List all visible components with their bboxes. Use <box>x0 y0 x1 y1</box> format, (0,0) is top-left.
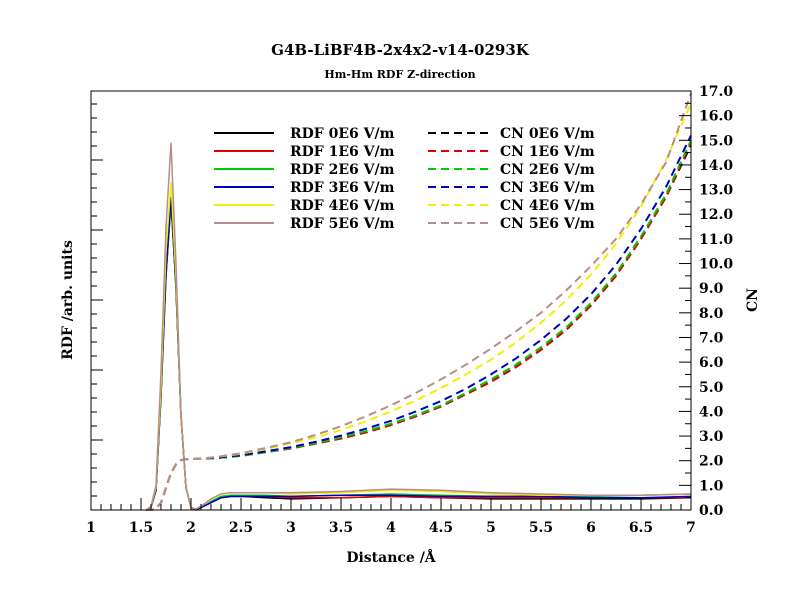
right-tick-label: 4.0 <box>699 404 724 420</box>
x-tick-label: 7 <box>686 520 696 536</box>
x-tick-label: 6 <box>586 520 596 536</box>
legend-label: CN 2E6 V/m <box>500 162 595 178</box>
legend-label: RDF 5E6 V/m <box>290 216 395 232</box>
plot-curves <box>145 93 692 511</box>
x-tick-label: 5 <box>486 520 496 536</box>
x-axis-label: Distance /Å <box>346 548 436 566</box>
right-tick-label: 1.0 <box>699 478 724 494</box>
rdf-series-line <box>145 199 692 511</box>
right-tick-label: 13.0 <box>699 183 733 199</box>
legend-label: RDF 3E6 V/m <box>290 180 395 196</box>
right-tick-label: 0.0 <box>699 503 724 519</box>
x-tick-label: 3.5 <box>329 520 353 536</box>
rdf-series-line <box>145 182 692 511</box>
right-tick-label: 6.0 <box>699 355 724 371</box>
x-tick-label: 6.5 <box>629 520 653 536</box>
left-axis-ticks <box>91 103 103 511</box>
chart-title: G4B-LiBF4B-2x4x2-v14-0293K <box>271 41 530 59</box>
x-tick-label: 2 <box>186 520 196 536</box>
legend-label: RDF 1E6 V/m <box>290 144 395 160</box>
right-tick-label: 16.0 <box>699 109 733 125</box>
right-tick-label: 15.0 <box>699 133 733 149</box>
x-tick-label: 5.5 <box>529 520 553 536</box>
cn-series-line <box>146 93 692 511</box>
legend-label: CN 3E6 V/m <box>500 180 595 196</box>
legend-label: CN 5E6 V/m <box>500 216 595 232</box>
legend-label: RDF 4E6 V/m <box>290 198 395 214</box>
chart-subtitle: Hm-Hm RDF Z-direction <box>324 68 475 81</box>
legend: RDF 0E6 V/m RDF 1E6 V/m RDF 2E6 V/m RDF 3E6… <box>214 126 595 232</box>
x-tick-label: 4 <box>386 520 396 536</box>
rdf-series-line <box>145 201 692 511</box>
right-tick-label: 12.0 <box>699 207 733 223</box>
x-tick-label: 3 <box>286 520 296 536</box>
rdf-series-line <box>145 199 691 511</box>
right-tick-label: 11.0 <box>699 232 733 248</box>
right-tick-label: 8.0 <box>699 306 724 322</box>
y-axis-label-left: RDF /arb. units <box>60 240 76 360</box>
legend-label: CN 0E6 V/m <box>500 126 595 142</box>
right-tick-label: 17.0 <box>699 84 733 100</box>
x-tick-label: 1.5 <box>129 520 153 536</box>
cn-series-line <box>146 142 692 511</box>
y-axis-label-right: CN <box>745 288 761 312</box>
right-axis-ticks: 0.0 1.0 2.0 3.0 4.0 5.0 6.0 7.0 8.0 9.0 10.0 11.0 12… <box>679 84 733 519</box>
cn-series-line <box>146 134 692 511</box>
right-tick-label: 2.0 <box>699 454 724 470</box>
rdf-series-line <box>145 142 692 511</box>
cn-series-line <box>146 139 692 511</box>
x-tick-label: 1 <box>86 520 96 536</box>
cn-series-line <box>146 144 692 511</box>
x-axis-ticks: 1 1.5 2 2.5 3 3.5 4 4.5 5 5.5 6 6.5 7 <box>86 498 696 536</box>
x-tick-label: 4.5 <box>429 520 453 536</box>
right-tick-label: 9.0 <box>699 281 724 297</box>
x-tick-label: 2.5 <box>229 520 253 536</box>
legend-label: RDF 0E6 V/m <box>290 126 395 142</box>
right-tick-label: 7.0 <box>699 330 724 346</box>
rdf-series-line <box>145 196 692 511</box>
right-tick-label: 3.0 <box>699 429 724 445</box>
cn-series-line <box>146 102 692 511</box>
legend-label: RDF 2E6 V/m <box>290 162 395 178</box>
legend-label: CN 1E6 V/m <box>500 144 595 160</box>
right-tick-label: 14.0 <box>699 158 733 174</box>
legend-label: CN 4E6 V/m <box>500 198 595 214</box>
right-tick-label: 10.0 <box>699 257 733 273</box>
right-tick-label: 5.0 <box>699 380 724 396</box>
